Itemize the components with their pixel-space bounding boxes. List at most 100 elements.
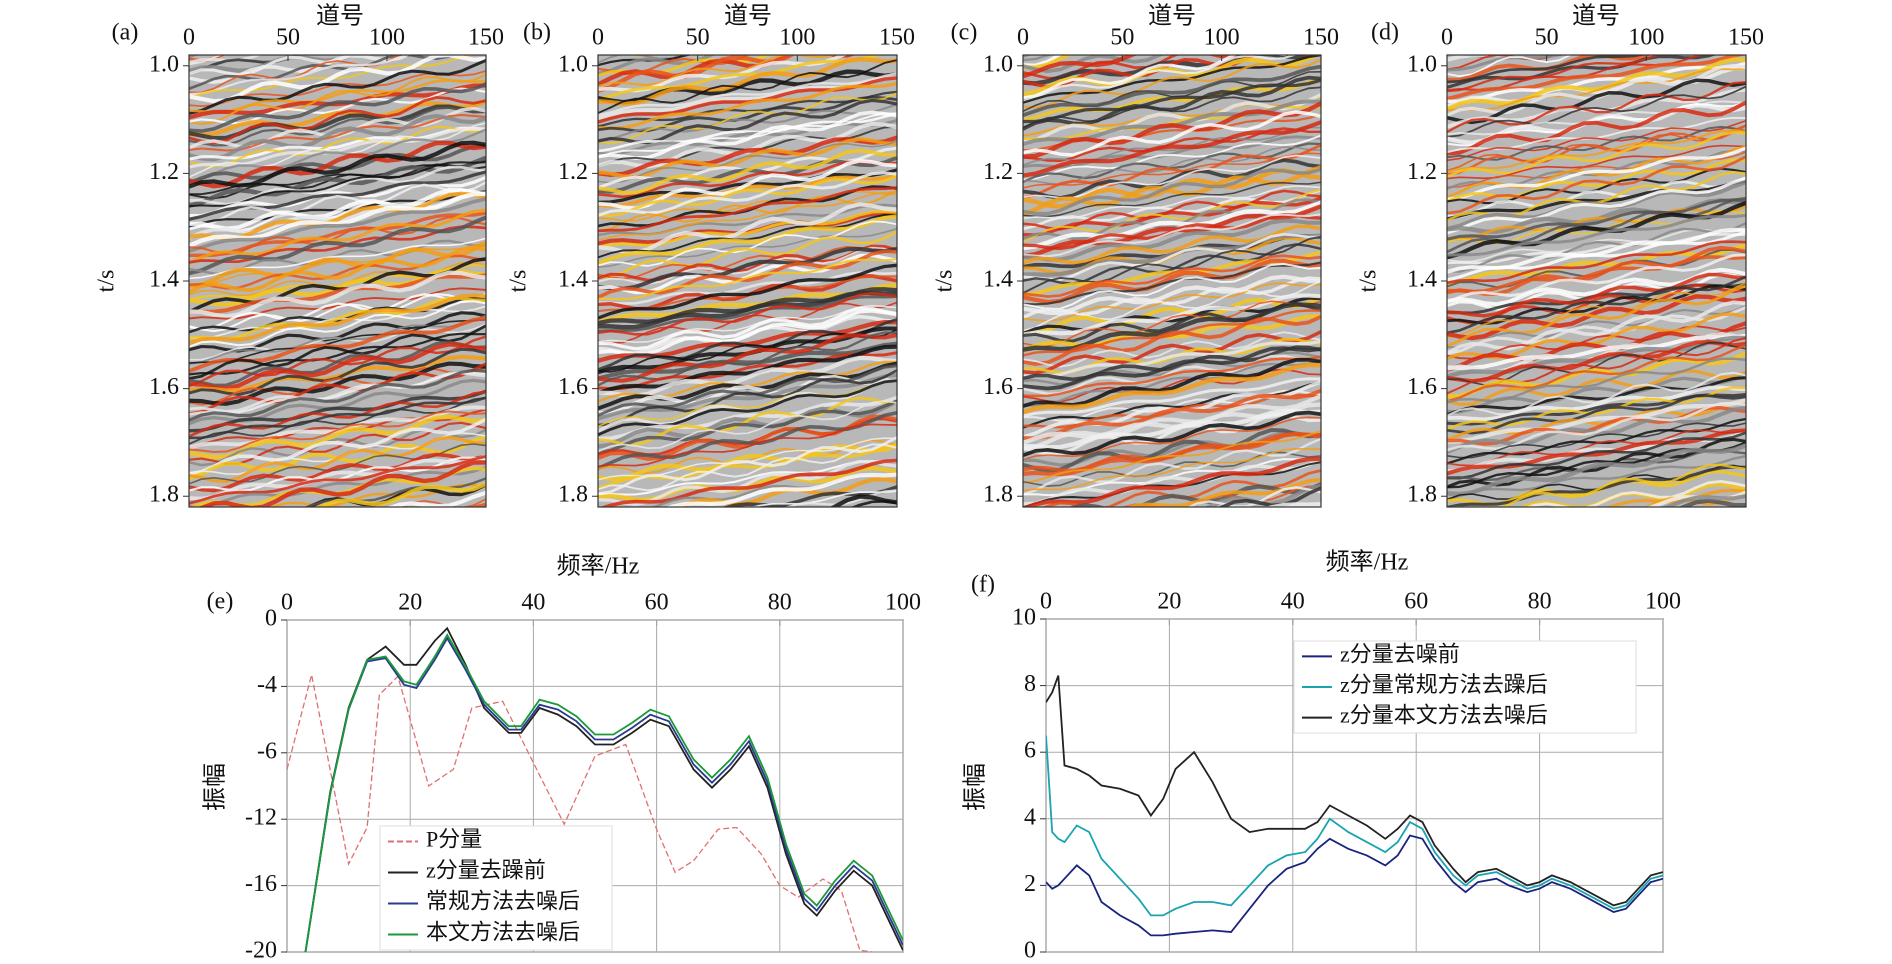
reflector [1447,336,1746,395]
reflector [1023,127,1321,163]
y-tick-label: 2 [1024,871,1036,897]
reflector [598,186,897,233]
x-tick-label: 0 [1017,25,1029,51]
reflector [598,399,897,455]
reflector [1023,185,1321,220]
reflector [189,452,486,493]
y-tick-label: 1.2 [983,159,1013,185]
reflector [1447,255,1746,294]
legend-label: z分量去噪前 [1340,641,1460,666]
reflector [189,292,486,331]
x-tick-label: 80 [1528,589,1552,615]
x-tick-label: 150 [468,25,504,51]
reflector [1023,362,1321,415]
legend-box [379,825,613,951]
reflector [1447,213,1746,257]
reflector [189,187,486,231]
y-tick-label: 6 [1024,738,1036,764]
reflector [598,351,897,391]
reflector [598,59,897,114]
reflector [1447,422,1746,459]
legend-box [1293,640,1637,734]
reflector [1447,85,1746,138]
line-series [304,633,903,952]
x-tick-label: 20 [1157,589,1181,615]
reflector [189,140,486,189]
reflector [1447,146,1746,201]
reflector [1023,110,1321,157]
reflector [1447,230,1746,282]
x-tick-label: 50 [686,25,710,51]
y-tick-label: 1.0 [558,51,588,77]
reflector [598,332,897,383]
seismic-image [189,55,486,507]
reflector [1023,314,1321,353]
reflector [189,55,477,99]
reflector [1447,443,1746,497]
reflector [1447,176,1746,219]
reflector [189,113,486,162]
reflector [1023,254,1321,298]
reflector [189,208,486,265]
reflector [829,494,897,507]
reflector [1447,240,1746,285]
reflector [189,368,486,422]
x-tick-label: 20 [398,590,422,616]
reflector [1447,394,1746,435]
reflector [598,55,796,93]
reflector [189,455,486,505]
reflector [189,125,486,168]
reflector [189,95,486,145]
legend-label: z分量常规方法去躁后 [1340,672,1548,697]
x-tick-label: 150 [1303,25,1339,51]
reflector [189,332,486,376]
reflector [1023,412,1321,456]
reflector [1023,218,1321,262]
reflector [1023,346,1321,391]
line-series [287,674,873,952]
panel-label: (a) [112,20,139,46]
series-group [287,626,903,952]
y-tick-label: 1.2 [558,159,588,185]
reflector [1023,75,1321,131]
reflector [189,211,486,258]
x-tick-label: 60 [1404,589,1428,615]
x-tick-label: 0 [1040,589,1052,615]
reflector [1447,312,1746,360]
y-tick-label: 0 [265,606,277,632]
reflector [189,314,486,366]
reflector [599,458,897,507]
reflector [1023,120,1321,178]
reflector [1661,494,1746,507]
reflector [1068,482,1321,507]
reflector [1023,300,1321,347]
line-series [304,626,903,952]
reflector [1023,196,1321,237]
reflector [598,103,897,142]
reflector [1023,447,1321,492]
x-axis-title: 道号 [316,3,364,30]
reflector [1525,479,1746,507]
y-tick-label: 1.6 [1407,374,1437,400]
x-tick-label: 60 [645,590,669,616]
y-tick-label: 1.0 [1407,51,1437,77]
reflector [598,209,897,249]
reflector [1447,300,1746,355]
line-series [1046,675,1663,907]
reflector [1023,167,1321,216]
reflector [1023,274,1321,316]
reflector [189,342,486,391]
reflector [1447,130,1746,178]
y-axis-title: 振幅 [962,763,989,811]
reflector [1447,272,1746,318]
reflector [1447,253,1746,304]
reflector [1023,55,1321,104]
reflector [189,340,486,387]
y-tick-label: 1.0 [149,51,179,77]
legend-label: z分量去躁前 [426,858,546,883]
reflector [1124,477,1321,507]
reflector [189,55,301,74]
reflector [1023,93,1321,144]
reflector [1447,55,1653,82]
